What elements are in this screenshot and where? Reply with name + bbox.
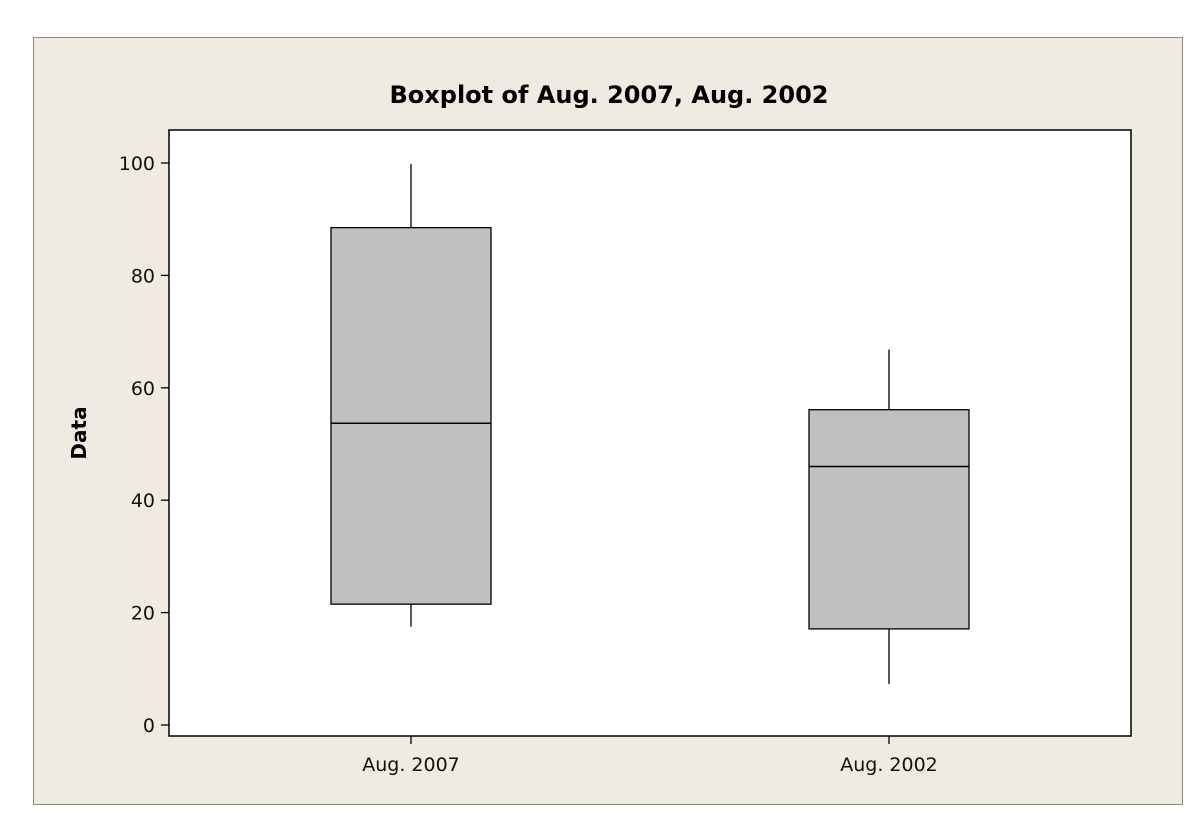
x-tick-label: Aug. 2002 — [840, 754, 938, 776]
boxplot-boxes — [330, 164, 970, 684]
box-aug-2002 — [808, 349, 970, 684]
iqr-box — [330, 226, 492, 605]
plot-area — [168, 129, 1132, 737]
y-tick-label: 40 — [131, 490, 155, 512]
y-tick-label: 20 — [131, 603, 155, 625]
y-tick-label: 80 — [131, 265, 155, 287]
y-tick-label: 60 — [131, 378, 155, 400]
chart-title: Boxplot of Aug. 2007, Aug. 2002 — [390, 81, 829, 109]
y-tick-label: 0 — [143, 715, 155, 737]
x-tick-label: Aug. 2007 — [362, 754, 460, 776]
y-axis-label: Data — [67, 406, 91, 459]
y-axis-ticks: 0 20 40 60 80 100 — [119, 153, 169, 737]
box-aug-2007 — [330, 164, 492, 627]
x-axis-ticks: Aug. 2007 Aug. 2002 — [362, 736, 938, 776]
y-tick-label: 100 — [119, 153, 155, 175]
iqr-box — [808, 409, 970, 630]
